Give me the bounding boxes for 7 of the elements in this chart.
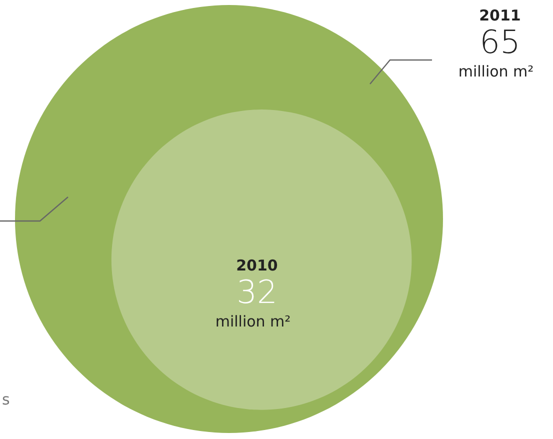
data-label: 65 (480, 23, 520, 61)
category-label: 2010 (236, 256, 278, 274)
text: s (2, 390, 10, 408)
text: million m² (215, 312, 291, 330)
data-label: 32 (236, 273, 278, 311)
text: million m² (458, 62, 534, 80)
category-label: 2011 (479, 6, 521, 24)
